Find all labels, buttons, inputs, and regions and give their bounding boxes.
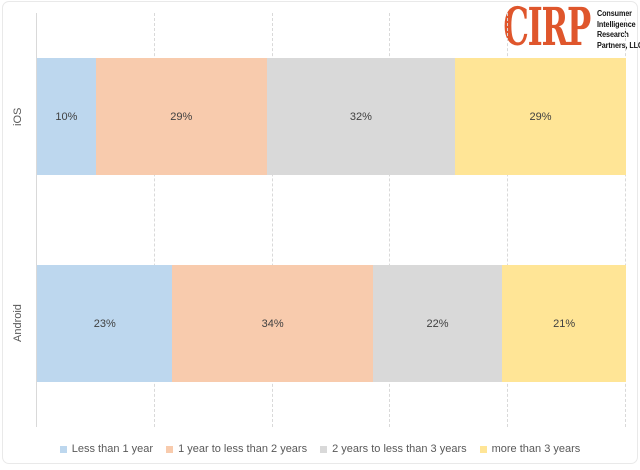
data-label: 21% (553, 317, 576, 330)
category-label-android: Android (12, 304, 24, 343)
bar-ios: 10% 29% 32% 29% (37, 58, 626, 175)
data-label: 32% (349, 110, 372, 123)
bar-segment: 32% (266, 58, 456, 175)
data-label: 22% (426, 317, 449, 330)
legend-label: more than 3 years (491, 443, 581, 455)
legend-swatch (59, 445, 67, 453)
bar-segment: 29% (95, 58, 267, 175)
legend-item: Less than 1 year (59, 443, 154, 455)
legend-item: 2 years to less than 3 years (320, 443, 467, 455)
legend-label: 1 year to less than 2 years (178, 443, 308, 455)
bar-segment: 21% (502, 265, 626, 382)
tagline-line: Consumer (597, 9, 632, 18)
legend-item: more than 3 years (479, 443, 581, 455)
cirp-logo-tagline: Consumer Intelligence Research Partners,… (597, 9, 640, 51)
data-label: 10% (55, 110, 78, 123)
legend-swatch (320, 445, 328, 453)
tagline-line: Intelligence (597, 19, 636, 29)
data-label: 29% (529, 110, 552, 123)
gridline-100 (625, 13, 626, 427)
data-label: 23% (93, 317, 116, 330)
legend-swatch (479, 445, 487, 453)
gridline-20 (153, 13, 155, 427)
bar-segment: 23% (37, 265, 173, 382)
legend-label: Less than 1 year (71, 443, 154, 455)
bar-segment: 29% (455, 58, 626, 175)
gridline-40 (271, 13, 273, 427)
legend-swatch (166, 445, 174, 453)
legend-item: 1 year to less than 2 years (166, 443, 307, 455)
gridline-60 (389, 13, 391, 427)
cirp-logo: CIRP (503, 0, 591, 58)
bar-segment: 10% (37, 58, 96, 175)
legend: Less than 1 year 1 year to less than 2 ye… (0, 441, 640, 457)
plot-area: 10% 29% 32% 29% 23% 34% 22% 21% (36, 13, 626, 427)
tagline-line: Partners, LLC (597, 40, 640, 50)
data-label: 29% (170, 110, 193, 123)
bar-segment: 22% (372, 265, 503, 382)
bar-android: 23% 34% 22% 21% (37, 265, 626, 382)
data-label: 34% (261, 317, 284, 330)
tagline-line: Research (597, 30, 629, 39)
category-label-ios: iOS (12, 107, 24, 126)
gridline-80 (507, 13, 509, 427)
bar-segment: 34% (172, 265, 373, 382)
legend-label: 2 years to less than 3 years (332, 443, 467, 455)
